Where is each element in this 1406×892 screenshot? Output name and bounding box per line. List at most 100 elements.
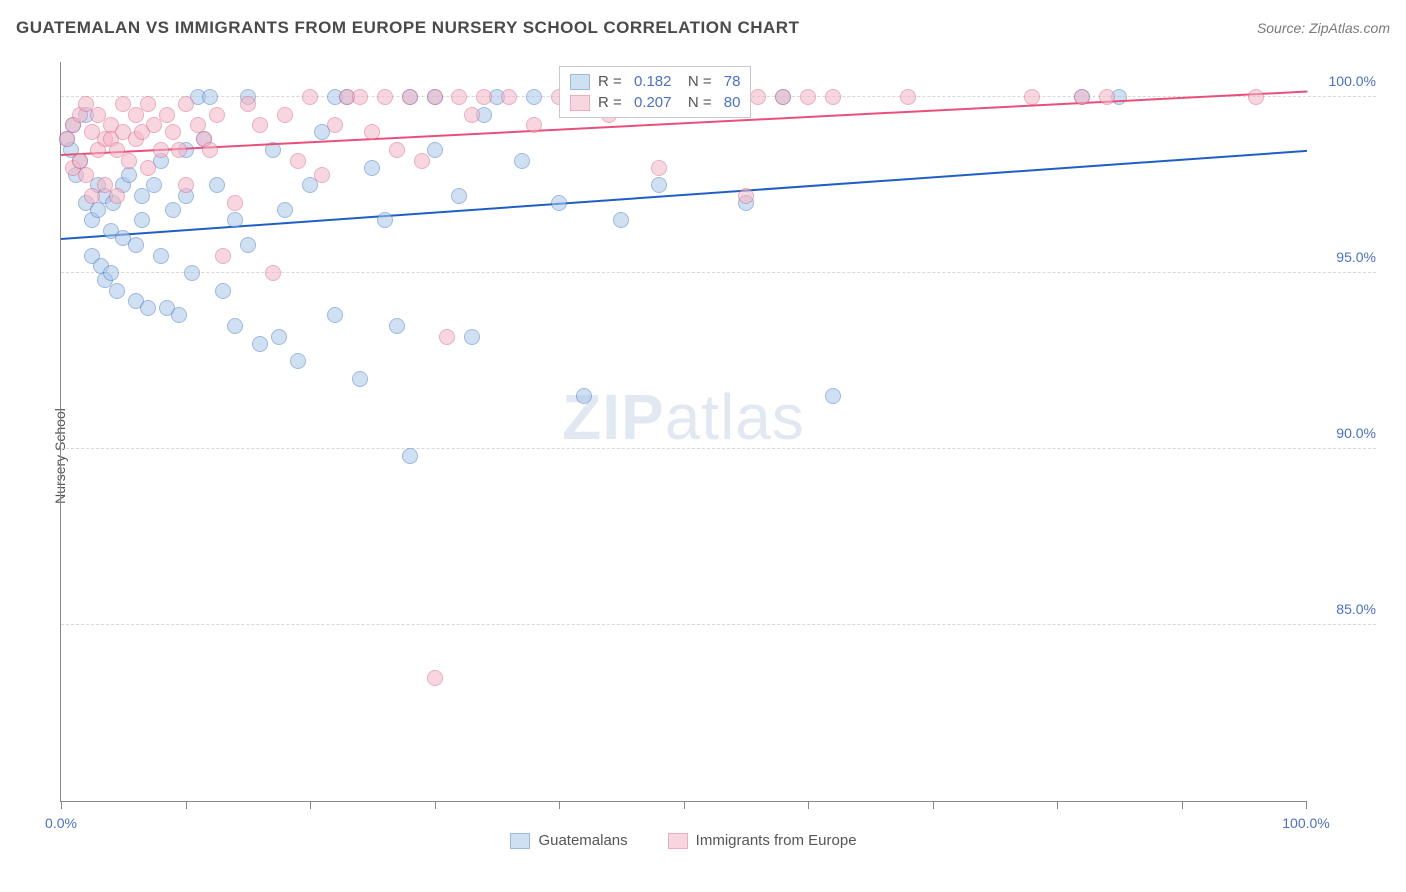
data-point <box>476 89 492 105</box>
data-point <box>651 177 667 193</box>
stats-row: R = 0.182 N = 78 <box>570 71 740 92</box>
data-point <box>1074 89 1090 105</box>
data-point <box>227 195 243 211</box>
data-point <box>314 167 330 183</box>
data-point <box>464 329 480 345</box>
data-point <box>414 153 430 169</box>
data-point <box>775 89 791 105</box>
data-point <box>140 96 156 112</box>
data-point <box>109 283 125 299</box>
data-point <box>202 142 218 158</box>
data-point <box>271 329 287 345</box>
legend-swatch <box>510 833 530 849</box>
data-point <box>377 89 393 105</box>
watermark: ZIPatlas <box>562 380 805 454</box>
data-point <box>209 177 225 193</box>
data-point <box>153 142 169 158</box>
data-point <box>128 237 144 253</box>
stat-r-label: R = <box>598 73 626 90</box>
data-point <box>252 117 268 133</box>
data-point <box>364 160 380 176</box>
data-point <box>651 160 667 176</box>
data-point <box>514 153 530 169</box>
data-point <box>265 265 281 281</box>
stat-r-value: 0.182 <box>634 73 672 90</box>
legend-swatch <box>668 833 688 849</box>
data-point <box>146 177 162 193</box>
y-tick-label: 90.0% <box>1316 425 1376 441</box>
data-point <box>290 153 306 169</box>
data-point <box>178 177 194 193</box>
plot-area: ZIPatlas GuatemalansImmigrants from Euro… <box>60 62 1306 802</box>
stat-r-label: R = <box>598 94 626 111</box>
data-point <box>1099 89 1115 105</box>
data-point <box>451 89 467 105</box>
stat-n-label: N = <box>679 94 715 111</box>
chart-container: Nursery School ZIPatlas GuatemalansImmig… <box>16 50 1390 862</box>
gridline <box>61 624 1376 625</box>
data-point <box>389 142 405 158</box>
x-tick <box>186 801 187 809</box>
legend-label: Guatemalans <box>538 832 627 849</box>
x-tick <box>435 801 436 809</box>
x-tick <box>1057 801 1058 809</box>
stats-row: R = 0.207 N = 80 <box>570 92 740 113</box>
data-point <box>526 117 542 133</box>
x-tick <box>808 801 809 809</box>
data-point <box>121 167 137 183</box>
data-point <box>227 318 243 334</box>
data-point <box>825 388 841 404</box>
data-point <box>427 89 443 105</box>
data-point <box>389 318 405 334</box>
stat-n-value: 80 <box>724 94 741 111</box>
chart-title: GUATEMALAN VS IMMIGRANTS FROM EUROPE NUR… <box>16 18 799 38</box>
data-point <box>352 371 368 387</box>
data-point <box>103 265 119 281</box>
data-point <box>252 336 268 352</box>
series-swatch <box>570 74 590 90</box>
watermark-atlas: atlas <box>665 381 805 453</box>
data-point <box>171 142 187 158</box>
data-point <box>327 117 343 133</box>
data-point <box>140 300 156 316</box>
data-point <box>153 248 169 264</box>
data-point <box>364 124 380 140</box>
data-point <box>227 212 243 228</box>
stats-box: R = 0.182 N = 78R = 0.207 N = 80 <box>559 66 751 118</box>
data-point <box>215 283 231 299</box>
data-point <box>202 89 218 105</box>
x-tick <box>1306 801 1307 809</box>
legend-label: Immigrants from Europe <box>696 832 857 849</box>
data-point <box>427 670 443 686</box>
gridline <box>61 272 1376 273</box>
data-point <box>1024 89 1040 105</box>
x-tick <box>933 801 934 809</box>
y-tick-label: 95.0% <box>1316 249 1376 265</box>
data-point <box>215 248 231 264</box>
data-point <box>750 89 766 105</box>
data-point <box>178 96 194 112</box>
gridline <box>61 448 1376 449</box>
x-tick <box>684 801 685 809</box>
data-point <box>738 188 754 204</box>
data-point <box>800 89 816 105</box>
data-point <box>134 212 150 228</box>
x-tick <box>61 801 62 809</box>
data-point <box>240 96 256 112</box>
data-point <box>377 212 393 228</box>
y-tick-label: 100.0% <box>1316 73 1376 89</box>
data-point <box>78 167 94 183</box>
x-tick <box>310 801 311 809</box>
data-point <box>121 153 137 169</box>
stat-n-value: 78 <box>724 73 741 90</box>
data-point <box>277 107 293 123</box>
stat-r-value: 0.207 <box>634 94 672 111</box>
data-point <box>165 202 181 218</box>
data-point <box>576 388 592 404</box>
data-point <box>464 107 480 123</box>
data-point <box>402 89 418 105</box>
series-swatch <box>570 95 590 111</box>
data-point <box>90 202 106 218</box>
data-point <box>209 107 225 123</box>
legend-item: Guatemalans <box>510 832 627 849</box>
